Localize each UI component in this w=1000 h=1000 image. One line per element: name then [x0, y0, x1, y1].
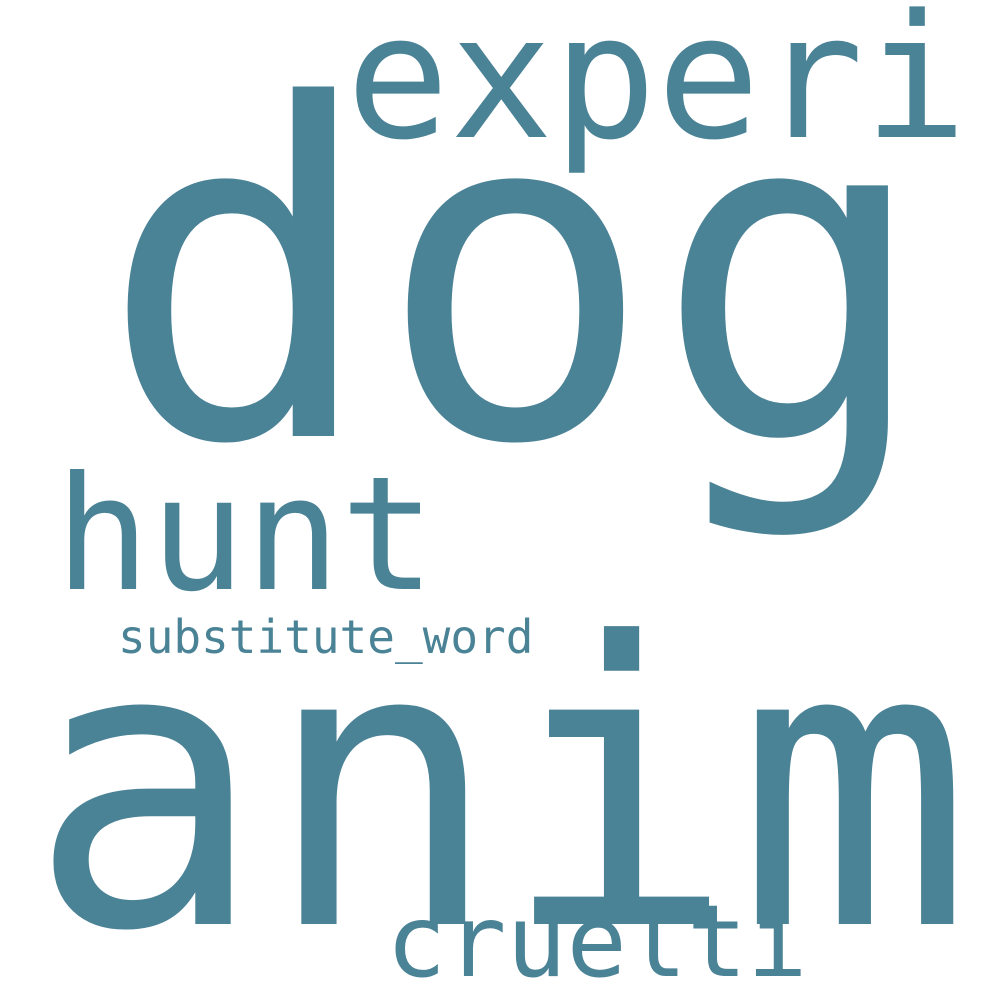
word-dog: dog — [100, 10, 931, 545]
word-cruelti: cruelti — [386, 883, 808, 1000]
word-anim: anim — [28, 561, 973, 1000]
word-experi: experi — [346, 0, 968, 178]
word-substitute-word: substitute_word — [118, 610, 534, 664]
word-hunt: hunt — [55, 443, 436, 627]
